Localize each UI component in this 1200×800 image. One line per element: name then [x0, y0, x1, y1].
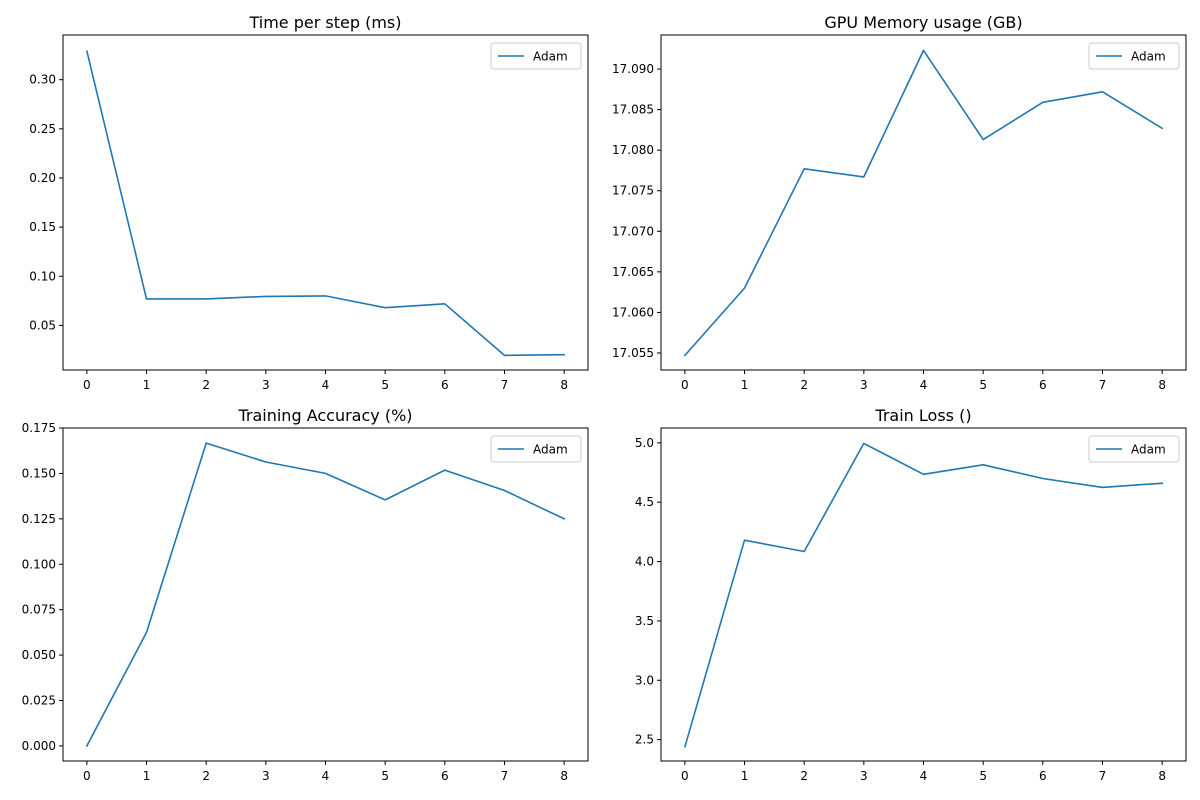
- axes-frame: [660, 427, 1187, 762]
- y-tick-label: 3.0: [635, 673, 654, 687]
- y-tick-label: 4.0: [635, 555, 654, 569]
- x-tick-label: 6: [1039, 769, 1047, 783]
- y-tick-label: 0.050: [22, 648, 56, 662]
- series-line-adam: [85, 50, 565, 357]
- y-tick-label: 17.070: [612, 224, 654, 238]
- x-tick-label: 3: [860, 769, 868, 783]
- x-tick-label: 4: [920, 769, 928, 783]
- chart-training-accuracy: Training Accuracy (%) 0 1 2 3 4 5 6 7 8 0.000 0.025…: [22, 406, 589, 783]
- series-line-adam: [683, 49, 1164, 357]
- x-tick-label: 1: [143, 769, 151, 783]
- x-tick-label: 7: [1099, 378, 1107, 392]
- series-line-adam: [85, 442, 566, 747]
- y-tick-label: 0.05: [29, 318, 56, 332]
- y-tick-label: 0.175: [22, 421, 56, 435]
- legend-label: Adam: [1131, 443, 1166, 457]
- x-tick-label: 2: [202, 378, 210, 392]
- legend-box: [490, 435, 582, 463]
- y-tick-label: 4.5: [635, 495, 654, 509]
- y-tick-label: 0.075: [22, 603, 56, 617]
- axes-frame: [62, 427, 589, 762]
- x-tick-label: 8: [560, 769, 568, 783]
- x-tick-label: 8: [560, 378, 568, 392]
- legend: Adam: [490, 42, 582, 70]
- legend-label: Adam: [1131, 50, 1166, 64]
- x-tick-label: 6: [441, 769, 449, 783]
- y-tick-label: 0.100: [22, 557, 56, 571]
- axes-frame: [660, 34, 1187, 371]
- x-tick-label: 3: [860, 378, 868, 392]
- x-tick-label: 0: [681, 769, 689, 783]
- y-tick-label: 2.5: [635, 733, 654, 747]
- x-tick-label: 0: [83, 769, 91, 783]
- x-tick-label: 3: [262, 769, 270, 783]
- x-tick-label: 7: [501, 378, 509, 392]
- y-tick-label: 0.150: [22, 466, 56, 480]
- legend: Adam: [490, 435, 582, 463]
- y-tick-label: 17.075: [612, 184, 654, 198]
- x-tick-label: 0: [681, 378, 689, 392]
- y-tick-label: 17.085: [612, 103, 654, 117]
- legend-label: Adam: [533, 443, 568, 457]
- x-tick-label: 7: [501, 769, 509, 783]
- y-tick-label: 0.20: [29, 171, 56, 185]
- x-tick-label: 8: [1158, 378, 1166, 392]
- x-tick-label: 6: [1039, 378, 1047, 392]
- y-tick-label: 0.125: [22, 512, 56, 526]
- x-tick-label: 1: [143, 378, 151, 392]
- y-tick-label: 17.080: [612, 143, 654, 157]
- x-tick-label: 1: [741, 769, 749, 783]
- axes-frame: [62, 34, 589, 371]
- y-tick-label: 5.0: [635, 436, 654, 450]
- x-tick-label: 2: [800, 769, 808, 783]
- y-tick-label: 0.30: [29, 73, 56, 87]
- x-tick-label: 2: [800, 378, 808, 392]
- chart-title: Time per step (ms): [248, 13, 401, 32]
- x-tick-label: 4: [322, 378, 330, 392]
- y-tick-label: 0.025: [22, 694, 56, 708]
- y-tick-label: 17.065: [612, 265, 654, 279]
- x-tick-label: 4: [322, 769, 330, 783]
- legend-box: [490, 42, 582, 70]
- chart-gpu-memory: GPU Memory usage (GB) 0 1 2 3 4 5 6 7 8 17.055 17.0…: [612, 13, 1187, 392]
- y-tick-label: 0.000: [22, 739, 56, 753]
- legend-box: [1088, 42, 1180, 70]
- x-tick-label: 3: [262, 378, 270, 392]
- chart-title: GPU Memory usage (GB): [824, 13, 1022, 32]
- x-tick-label: 5: [979, 769, 987, 783]
- y-tick-label: 0.10: [29, 269, 56, 283]
- chart-train-loss: Train Loss () 0 1 2 3 4 5 6 7 8 2.5 3.0 3.5 4.0 4.5 5.0…: [635, 406, 1187, 783]
- chart-title: Training Accuracy (%): [237, 406, 412, 425]
- y-tick-label: 17.060: [612, 305, 654, 319]
- x-tick-label: 4: [920, 378, 928, 392]
- x-tick-label: 7: [1099, 769, 1107, 783]
- y-tick-label: 0.25: [29, 122, 56, 136]
- chart-time-per-step: Time per step (ms) 0 1 2 3 4 5 6 7 8 0.05 0.10 0.15 0…: [29, 13, 589, 392]
- y-tick-label: 3.5: [635, 614, 654, 628]
- legend: Adam: [1088, 42, 1180, 70]
- x-tick-label: 5: [381, 378, 389, 392]
- chart-title: Train Loss (): [874, 406, 971, 425]
- x-tick-label: 8: [1158, 769, 1166, 783]
- legend: Adam: [1088, 435, 1180, 463]
- y-tick-label: 17.055: [612, 346, 654, 360]
- y-tick-label: 17.090: [612, 62, 654, 76]
- x-tick-label: 5: [979, 378, 987, 392]
- x-tick-label: 1: [741, 378, 749, 392]
- x-tick-label: 5: [381, 769, 389, 783]
- legend-box: [1088, 435, 1180, 463]
- x-tick-label: 0: [83, 378, 91, 392]
- x-tick-label: 2: [202, 769, 210, 783]
- legend-label: Adam: [533, 50, 568, 64]
- y-tick-label: 0.15: [29, 220, 56, 234]
- series-line-adam: [683, 442, 1163, 748]
- x-tick-label: 6: [441, 378, 449, 392]
